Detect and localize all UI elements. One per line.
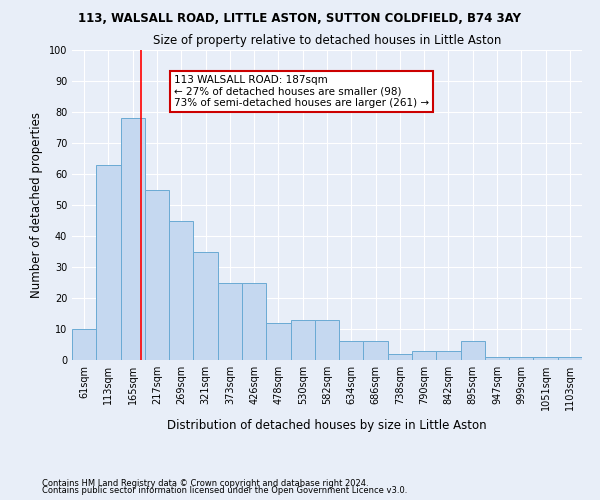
X-axis label: Distribution of detached houses by size in Little Aston: Distribution of detached houses by size … xyxy=(167,418,487,432)
Bar xyxy=(169,220,193,360)
Bar xyxy=(558,357,582,360)
Bar xyxy=(533,357,558,360)
Text: Contains public sector information licensed under the Open Government Licence v3: Contains public sector information licen… xyxy=(42,486,407,495)
Bar xyxy=(72,329,96,360)
Text: 113 WALSALL ROAD: 187sqm
← 27% of detached houses are smaller (98)
73% of semi-d: 113 WALSALL ROAD: 187sqm ← 27% of detach… xyxy=(174,75,429,108)
Title: Size of property relative to detached houses in Little Aston: Size of property relative to detached ho… xyxy=(153,34,501,48)
Bar xyxy=(218,282,242,360)
Bar xyxy=(436,350,461,360)
Bar xyxy=(485,357,509,360)
Bar xyxy=(315,320,339,360)
Bar xyxy=(242,282,266,360)
Y-axis label: Number of detached properties: Number of detached properties xyxy=(30,112,43,298)
Text: Contains HM Land Registry data © Crown copyright and database right 2024.: Contains HM Land Registry data © Crown c… xyxy=(42,478,368,488)
Bar xyxy=(290,320,315,360)
Bar xyxy=(266,323,290,360)
Bar xyxy=(461,342,485,360)
Bar xyxy=(193,252,218,360)
Bar xyxy=(388,354,412,360)
Bar xyxy=(412,350,436,360)
Bar xyxy=(96,164,121,360)
Text: 113, WALSALL ROAD, LITTLE ASTON, SUTTON COLDFIELD, B74 3AY: 113, WALSALL ROAD, LITTLE ASTON, SUTTON … xyxy=(79,12,521,26)
Bar xyxy=(364,342,388,360)
Bar xyxy=(339,342,364,360)
Bar xyxy=(509,357,533,360)
Bar xyxy=(121,118,145,360)
Bar xyxy=(145,190,169,360)
